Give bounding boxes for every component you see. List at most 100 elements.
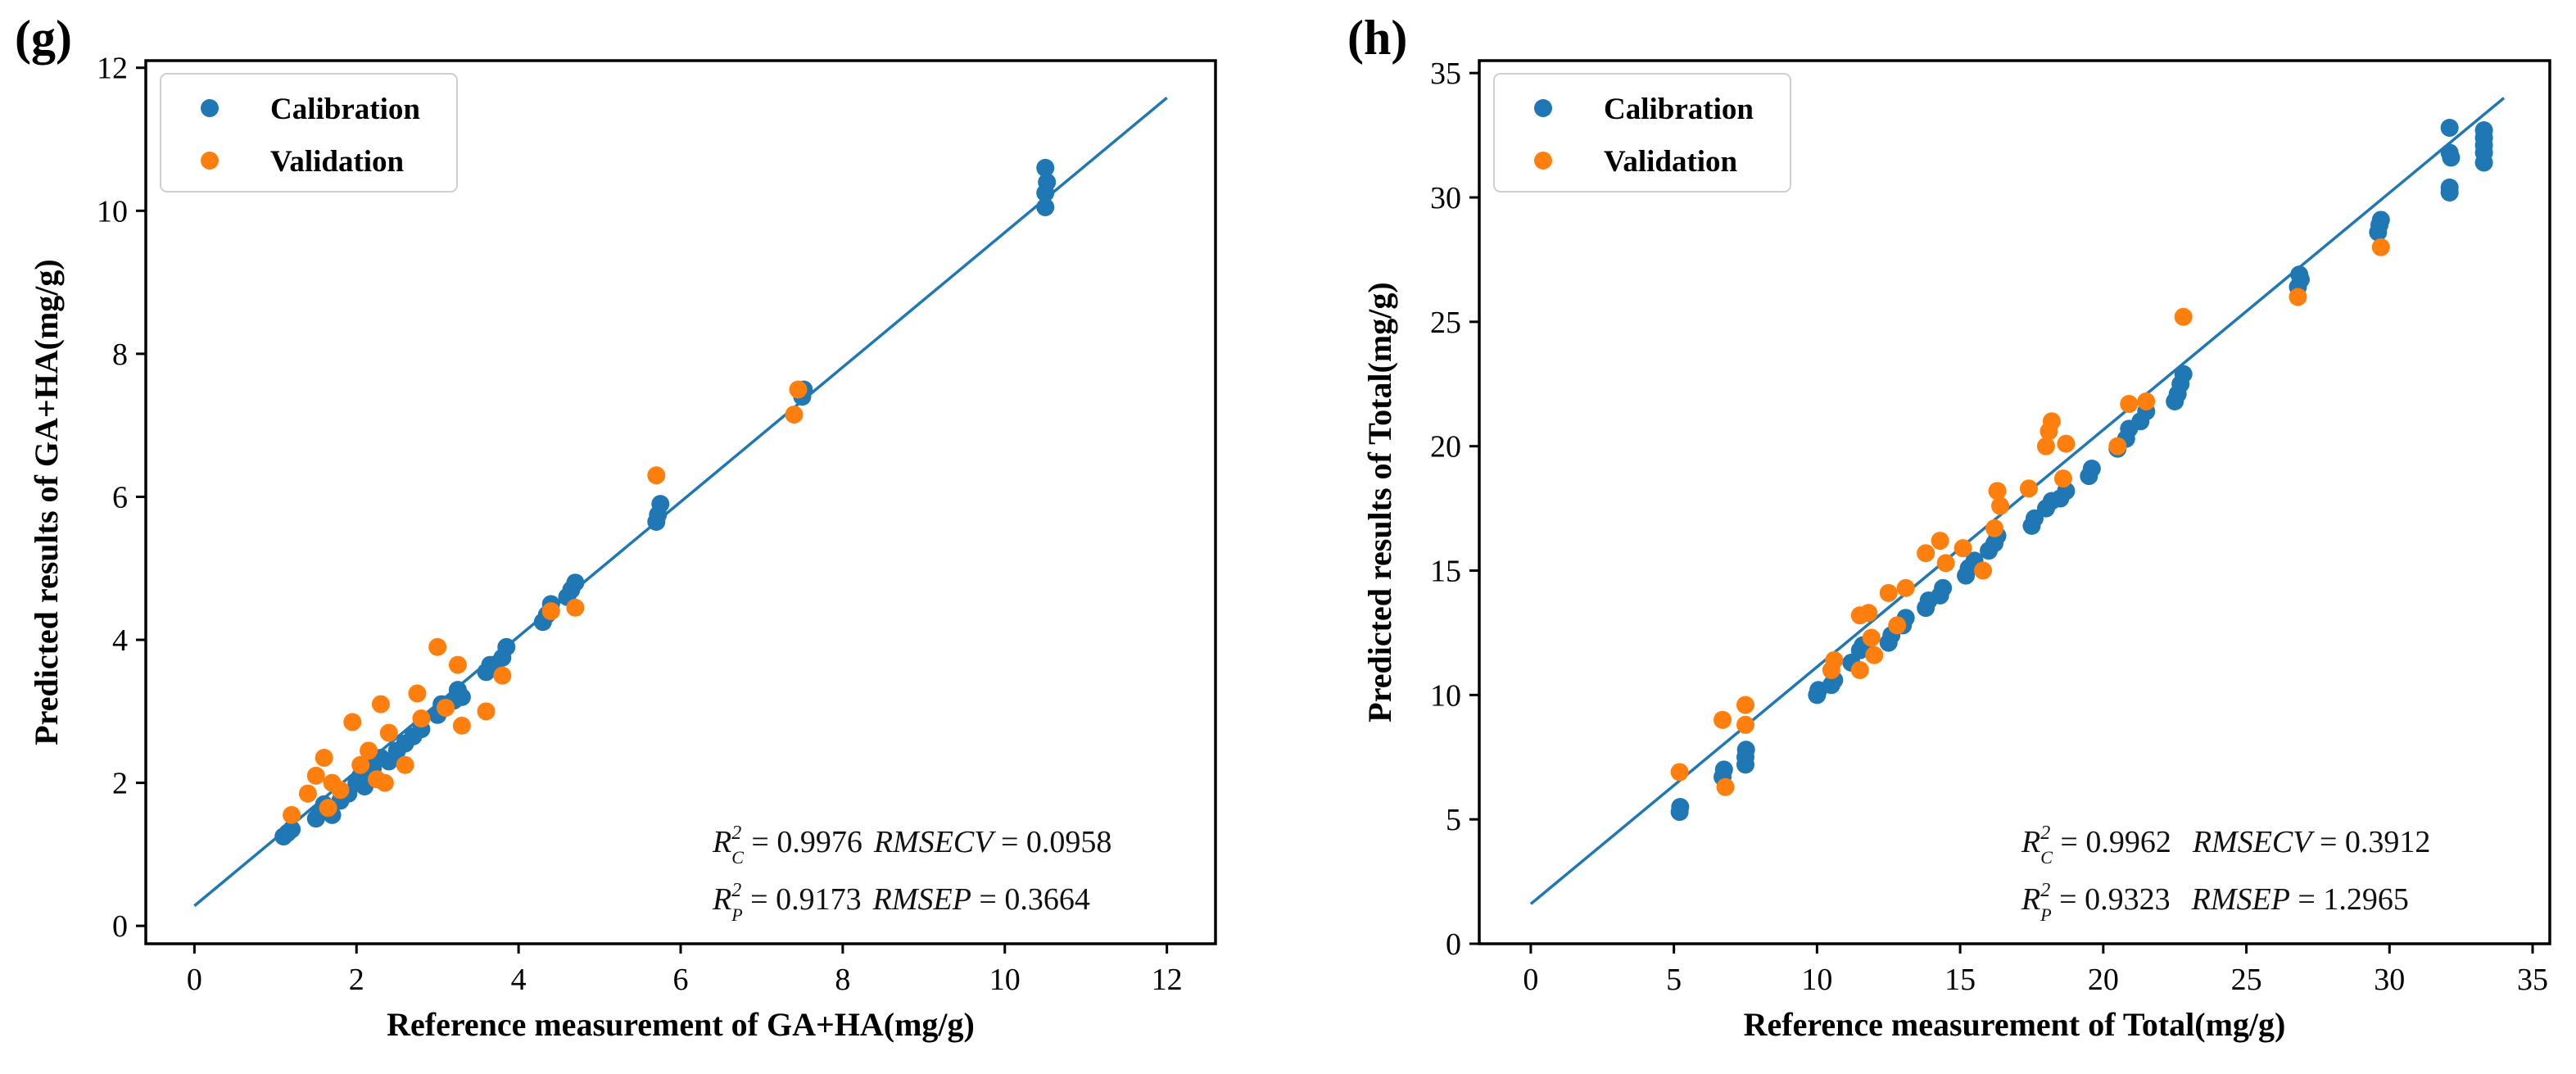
legend-g: Calibration Validation [160,73,458,193]
scatter-points-g [274,158,1057,846]
stats-line-prediction-g: R2 P = 0.9173 RMSEP = 0.3664 [712,880,1090,925]
legend-h: Calibration Validation [1493,73,1791,193]
calibration-point [651,495,670,514]
validation-point [319,799,337,818]
validation-point [331,781,350,800]
y-tick-label: 8 [112,338,128,372]
r2c-symbol: R [2021,825,2040,859]
x-tick-label: 15 [1944,963,1976,997]
validation-point [2053,469,2072,488]
x-tick-label: 35 [2517,963,2548,997]
y-tick-label: 35 [1430,57,1461,91]
validation-point [1716,777,1735,796]
validation-point [298,784,317,803]
x-tick-label: 12 [1152,963,1183,997]
legend-label-validation-g: Validation [270,145,405,179]
calibration-point [1036,158,1055,177]
validation-point [2174,307,2193,326]
axis-ticks-h: 0 5 10 15 20 25 30 35 0 5 10 15 20 25 30 35 [1430,57,2548,997]
x-tick-label: 8 [835,963,850,997]
validation-point [375,773,394,792]
calibration-point [1736,741,1755,759]
validation-point [1974,561,1993,580]
validation-point [1985,519,2004,537]
x-tick-label: 25 [2231,963,2262,997]
x-tick-label: 0 [1523,963,1538,997]
validation-point [371,695,390,714]
legend-box-h [1493,73,1791,193]
r2p-superscript: 2 [731,880,741,901]
calibration-point [497,637,516,656]
r2c-value: = 0.9962 [2053,825,2171,859]
legend-marker-validation-h [1534,152,1552,170]
validation-point [2289,288,2307,306]
stats-line-calibration-h: R2 C = 0.9962 RMSECV = 0.3912 [2021,822,2430,868]
x-tick-label: 2 [349,963,364,997]
rmsecv-symbol: RMSECV [873,825,996,859]
rmsep-symbol: RMSEP [2191,882,2290,917]
validation-point [647,466,666,485]
validation-point [785,406,804,424]
validation-point [789,380,808,399]
calibration-point [283,820,301,839]
calibration-point [2174,365,2193,383]
validation-point [379,723,398,742]
validation-point [1825,650,1844,669]
validation-point [1896,578,1915,597]
calibration-point [2440,143,2459,162]
legend-marker-calibration-h [1534,99,1552,117]
legend-marker-validation-g [201,152,219,170]
calibration-point [2290,265,2309,284]
validation-point [1736,715,1755,734]
validation-point [2036,437,2055,455]
y-tick-label: 10 [1430,678,1461,713]
r2c-symbol: R [712,825,731,859]
x-tick-label: 6 [673,963,689,997]
calibration-point [2371,211,2390,229]
validation-point [2371,238,2390,256]
validation-point [1879,583,1898,602]
x-tick-label: 0 [187,963,202,997]
panel-label-h: (h) [1347,11,1407,65]
r2c-superscript: 2 [2040,822,2050,844]
x-axis-label-g: Reference measurement of GA+HA(mg/g) [387,1006,975,1043]
fit-line-group-h [1529,97,2506,905]
calibration-point [1671,797,1690,816]
rmsecv-value: = 0.0958 [993,825,1111,859]
validation-point [1850,660,1869,679]
y-axis-label-h: Predicted results of Total(mg/g) [1361,282,1398,722]
calibration-point [2082,460,2101,478]
rmsep-symbol: RMSEP [872,882,971,917]
plot-frame-g [144,59,1217,945]
validation-point [2137,392,2156,411]
y-tick-label: 15 [1430,555,1461,589]
calibration-point [1036,197,1055,216]
rmsep-value: = 0.3664 [971,882,1090,917]
r2p-subscript: P [731,904,742,925]
r2c-superscript: 2 [731,822,741,844]
stats-line-calibration-g: R2 C = 0.9976 RMSECV = 0.0958 [712,822,1111,868]
y-tick-label: 25 [1430,306,1461,340]
y-tick-label: 2 [112,767,128,801]
validation-point [360,741,378,760]
validation-point [2042,412,2061,431]
calibration-point [1714,760,1733,779]
r2p-symbol: R [2021,882,2040,917]
legend-label-calibration-g: Calibration [270,93,420,126]
x-tick-label: 30 [2374,963,2405,997]
validation-point [1865,646,1884,664]
chart-panel-g: (g) 0 2 4 6 8 10 12 0 2 4 6 8 10 12 Reference measure… [15,11,1217,1043]
legend-box-g [160,73,458,193]
calibration-point [2440,178,2459,197]
r2p-value: = 0.9173 [743,882,862,917]
y-tick-label: 6 [112,480,128,514]
r2p-value: = 0.9323 [2052,882,2171,917]
r2p-subscript: P [2040,904,2051,925]
y-tick-label: 0 [112,909,128,944]
scatter-points-h [1670,118,2493,822]
validation-point [1862,628,1881,647]
validation-point [1714,710,1732,729]
x-tick-label: 10 [1801,963,1832,997]
validation-point [1859,604,1878,623]
